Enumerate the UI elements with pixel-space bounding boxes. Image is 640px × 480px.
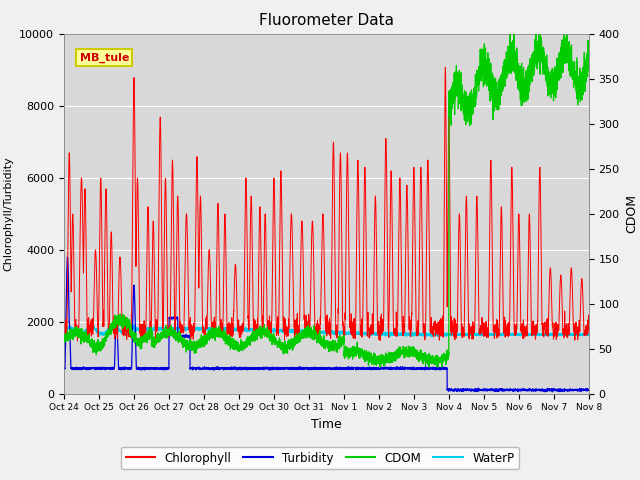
WaterP <box>402 330 410 336</box>
CDOM <box>375 361 383 367</box>
Turbidity <box>63 254 71 260</box>
CDOM <box>452 84 460 90</box>
Turbidity <box>260 366 268 372</box>
WaterP <box>261 328 269 334</box>
Chlorophyll <box>401 271 409 276</box>
CDOM <box>585 65 593 71</box>
Y-axis label: Chlorophyll/Turbidity: Chlorophyll/Turbidity <box>4 156 13 271</box>
Y-axis label: CDOM: CDOM <box>625 194 638 233</box>
Chlorophyll <box>74 338 81 344</box>
Chlorophyll <box>156 154 163 160</box>
Turbidity <box>585 387 593 393</box>
Chlorophyll <box>442 64 449 70</box>
CDOM <box>376 365 383 371</box>
CDOM <box>401 345 409 350</box>
Chlorophyll <box>492 329 500 335</box>
Chlorophyll <box>585 330 593 336</box>
Chlorophyll <box>375 322 383 328</box>
CDOM <box>510 24 518 30</box>
Turbidity <box>375 366 383 372</box>
CDOM <box>492 78 499 84</box>
Turbidity <box>156 366 163 372</box>
CDOM <box>156 332 163 337</box>
Chlorophyll <box>60 332 68 338</box>
Turbidity <box>492 387 499 393</box>
Text: MB_tule: MB_tule <box>80 53 129 63</box>
X-axis label: Time: Time <box>311 418 342 431</box>
WaterP <box>77 335 84 340</box>
WaterP <box>109 322 117 328</box>
Line: WaterP: WaterP <box>64 325 589 337</box>
Turbidity <box>60 366 68 372</box>
WaterP <box>452 332 460 337</box>
Line: Turbidity: Turbidity <box>64 257 589 392</box>
Legend: Chlorophyll, Turbidity, CDOM, WaterP: Chlorophyll, Turbidity, CDOM, WaterP <box>121 447 519 469</box>
Title: Fluorometer Data: Fluorometer Data <box>259 13 394 28</box>
Turbidity <box>401 366 409 372</box>
WaterP <box>375 330 383 336</box>
Chlorophyll <box>452 329 460 335</box>
Line: CDOM: CDOM <box>64 27 589 368</box>
Turbidity <box>452 387 460 393</box>
CDOM <box>60 337 68 343</box>
Line: Chlorophyll: Chlorophyll <box>64 67 589 341</box>
WaterP <box>492 332 500 337</box>
WaterP <box>156 326 163 332</box>
CDOM <box>260 333 268 339</box>
WaterP <box>60 329 68 335</box>
Turbidity <box>541 389 548 395</box>
WaterP <box>585 332 593 337</box>
Chlorophyll <box>260 225 268 230</box>
